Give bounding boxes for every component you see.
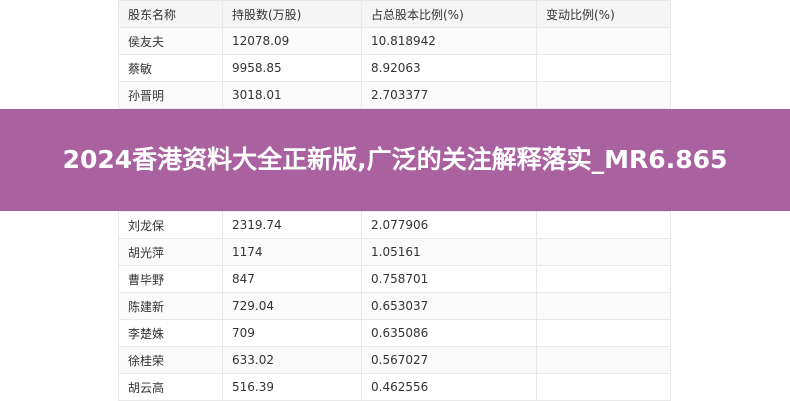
table-cell: [536, 81, 671, 109]
table-cell: 1174: [222, 238, 362, 266]
table-cell: 0.758701: [361, 265, 537, 293]
table-cell: 陈建新: [118, 292, 223, 320]
table-header-row: 股东名称 持股数(万股) 占总股本比例(%) 变动比例(%): [118, 0, 671, 28]
table-row: 孙晋明 3018.01 2.703377: [118, 81, 671, 109]
table-cell: [536, 319, 671, 347]
table-cell: 516.39: [222, 373, 362, 401]
title-banner: 2024香港资料大全正新版,广泛的关注解释落实_MR6.865: [0, 109, 790, 211]
table-cell: 3018.01: [222, 81, 362, 109]
table-cell: 胡光萍: [118, 238, 223, 266]
table-cell: [536, 265, 671, 293]
column-header: 占总股本比例(%): [361, 0, 537, 28]
table-cell: [536, 211, 671, 239]
table-cell: 2.703377: [361, 81, 537, 109]
table-cell: 2319.74: [222, 211, 362, 239]
table-cell: 胡云高: [118, 373, 223, 401]
table-cell: 蔡敏: [118, 54, 223, 82]
table-cell: 李楚姝: [118, 319, 223, 347]
table-row: 曹毕野 847 0.758701: [118, 265, 671, 293]
table-cell: [536, 27, 671, 55]
table-cell: [536, 373, 671, 401]
column-header: 变动比例(%): [536, 0, 671, 28]
table-row: 侯友夫 12078.09 10.818942: [118, 27, 671, 55]
table-cell: 0.653037: [361, 292, 537, 320]
table-cell: 刘龙保: [118, 211, 223, 239]
table-row: 刘龙保 2319.74 2.077906: [118, 211, 671, 239]
table-cell: 徐桂荣: [118, 346, 223, 374]
table-row: 陈建新 729.04 0.653037: [118, 292, 671, 320]
column-header: 股东名称: [118, 0, 223, 28]
shareholder-table-top: 股东名称 持股数(万股) 占总股本比例(%) 变动比例(%) 侯友夫 12078.09 10…: [118, 0, 671, 109]
table-cell: 0.567027: [361, 346, 537, 374]
table-cell: 847: [222, 265, 362, 293]
table-cell: [536, 54, 671, 82]
table-cell: 729.04: [222, 292, 362, 320]
table-cell: 曹毕野: [118, 265, 223, 293]
table-cell: [536, 292, 671, 320]
table-cell: 孙晋明: [118, 81, 223, 109]
table-cell: 12078.09: [222, 27, 362, 55]
table-row: 胡云高 516.39 0.462556: [118, 373, 671, 401]
table-cell: 1.05161: [361, 238, 537, 266]
table-cell: 9958.85: [222, 54, 362, 82]
table-cell: 8.92063: [361, 54, 537, 82]
table-cell: 10.818942: [361, 27, 537, 55]
table-row: 徐桂荣 633.02 0.567027: [118, 346, 671, 374]
banner-title: 2024香港资料大全正新版,广泛的关注解释落实_MR6.865: [62, 145, 728, 174]
table-cell: 709: [222, 319, 362, 347]
table-cell: 侯友夫: [118, 27, 223, 55]
shareholder-table-bottom: 刘龙保 2319.74 2.077906 胡光萍 1174 1.05161 曹毕野 847 0.…: [118, 211, 671, 401]
table-cell: 0.462556: [361, 373, 537, 401]
table-row: 胡光萍 1174 1.05161: [118, 238, 671, 266]
table-row: 李楚姝 709 0.635086: [118, 319, 671, 347]
table-cell: 2.077906: [361, 211, 537, 239]
table-cell: [536, 238, 671, 266]
table-row: 蔡敏 9958.85 8.92063: [118, 54, 671, 82]
table-cell: [536, 346, 671, 374]
table-cell: 633.02: [222, 346, 362, 374]
table-cell: 0.635086: [361, 319, 537, 347]
column-header: 持股数(万股): [222, 0, 362, 28]
